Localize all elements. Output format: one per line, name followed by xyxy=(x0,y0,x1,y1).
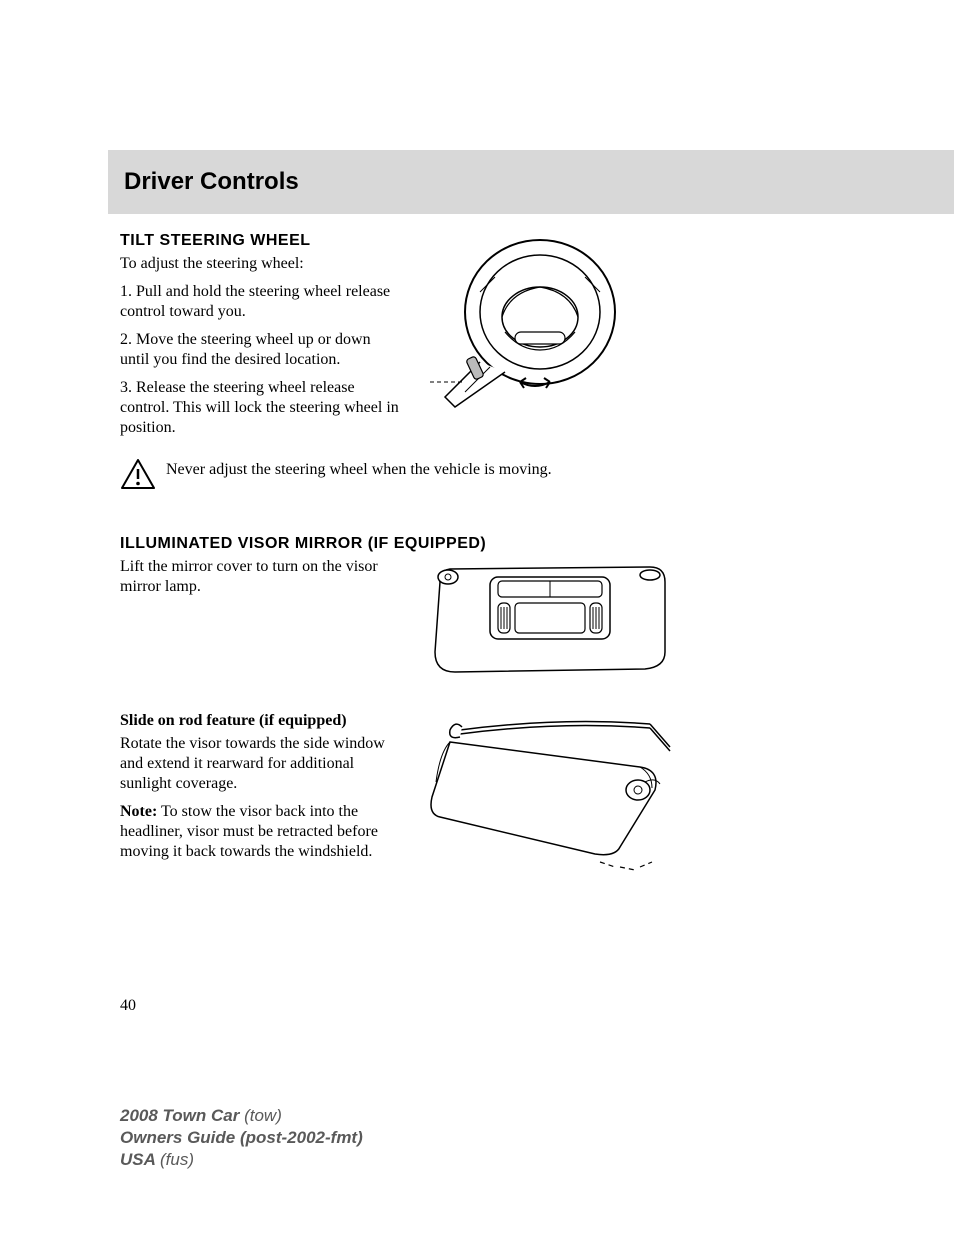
warning-text: Never adjust the steering wheel when the… xyxy=(166,458,552,480)
warning-icon xyxy=(120,458,156,495)
section-visor-mirror: ILLUMINATED VISOR MIRROR (IF EQUIPPED) L… xyxy=(120,535,834,682)
figure-steering-wheel xyxy=(420,232,630,417)
body-text: 1. Pull and hold the steering wheel rele… xyxy=(120,282,400,322)
body-text: Rotate the visor towards the side window… xyxy=(120,734,400,794)
note-label: Note: xyxy=(120,803,157,820)
manual-page: Driver Controls TILT STEERING WHEEL To a… xyxy=(0,0,954,1171)
section-heading: ILLUMINATED VISOR MIRROR (IF EQUIPPED) xyxy=(120,535,834,553)
footer-line: Owners Guide (post-2002-fmt) xyxy=(120,1127,834,1149)
figure-visor-mirror xyxy=(420,557,680,682)
body-text: 3. Release the steering wheel release co… xyxy=(120,378,400,438)
footer-code: (fus) xyxy=(160,1150,194,1169)
section-heading: TILT STEERING WHEEL xyxy=(120,232,400,250)
header-bar: Driver Controls xyxy=(108,150,954,214)
text-column: TILT STEERING WHEEL To adjust the steeri… xyxy=(120,232,400,446)
page-number: 40 xyxy=(120,997,834,1015)
text-column: Lift the mirror cover to turn on the vis… xyxy=(120,557,400,605)
warning-row: Never adjust the steering wheel when the… xyxy=(120,458,834,495)
visor-mirror-illustration xyxy=(420,557,680,677)
footer-model: 2008 Town Car xyxy=(120,1106,244,1125)
body-text: Note: To stow the visor back into the he… xyxy=(120,802,400,862)
text-column: Slide on rod feature (if equipped) Rotat… xyxy=(120,712,400,870)
footer-line: 2008 Town Car (tow) xyxy=(120,1105,834,1127)
footer-region: USA xyxy=(120,1150,160,1169)
note-text: To stow the visor back into the headline… xyxy=(120,803,378,860)
section-slide-rod: Slide on rod feature (if equipped) Rotat… xyxy=(120,712,834,887)
section-tilt-steering: TILT STEERING WHEEL To adjust the steeri… xyxy=(120,232,834,446)
subheading: Slide on rod feature (if equipped) xyxy=(120,712,400,730)
footer-code: (tow) xyxy=(244,1106,282,1125)
visor-slide-illustration xyxy=(420,712,680,882)
body-text: To adjust the steering wheel: xyxy=(120,254,400,274)
footer-line: USA (fus) xyxy=(120,1149,834,1171)
body-text: 2. Move the steering wheel up or down un… xyxy=(120,330,400,370)
page-title: Driver Controls xyxy=(124,168,954,196)
steering-wheel-illustration xyxy=(420,232,630,412)
body-text: Lift the mirror cover to turn on the vis… xyxy=(120,557,400,597)
footer: 2008 Town Car (tow) Owners Guide (post-2… xyxy=(120,1105,834,1171)
figure-visor-slide xyxy=(420,712,680,887)
